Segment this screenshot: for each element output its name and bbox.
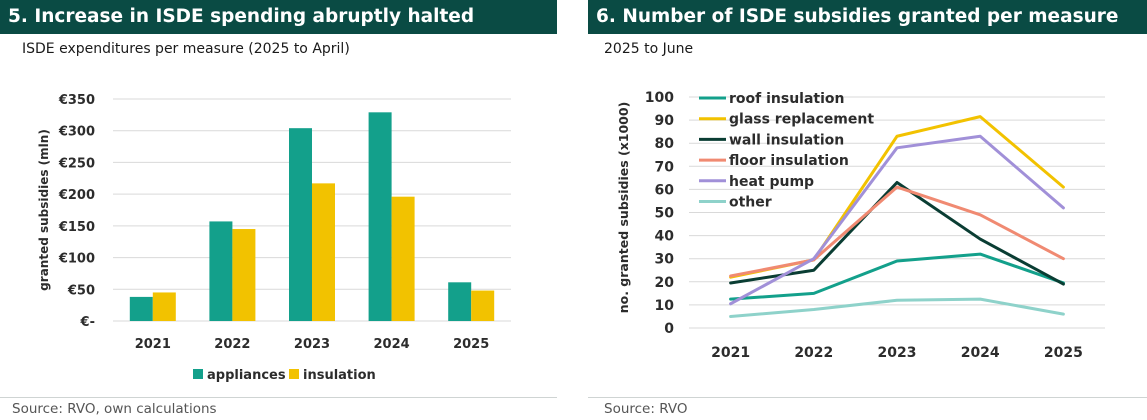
- y-tick-label: €350: [58, 93, 95, 108]
- bar-appliances: [129, 296, 153, 321]
- legend-label-floor-insulation: floor insulation: [729, 153, 849, 169]
- y-tick-label: 20: [655, 275, 675, 291]
- legend-label-glass-replacement: glass replacement: [729, 112, 874, 128]
- legend-label-wall-insulation: wall insulation: [729, 132, 844, 148]
- legend-label-appliances: appliances: [207, 368, 286, 383]
- x-tick-label: 2023: [878, 345, 917, 361]
- line-floor-insulation: [729, 185, 1065, 278]
- bar-appliances: [289, 128, 312, 321]
- y-tick-label: €150: [58, 220, 95, 235]
- y-tick-label: €50: [67, 283, 95, 298]
- subsidies-panel: 6. Number of ISDE subsidies granted per …: [588, 0, 1147, 420]
- y-tick-label: 10: [655, 298, 675, 314]
- line-heat-pump: [729, 134, 1065, 306]
- x-tick-label: 2025: [453, 337, 489, 352]
- bar-appliances: [368, 112, 392, 321]
- source-note: Source: RVO: [604, 401, 688, 417]
- expenditures-panel: 5. Increase in ISDE spending abruptly ha…: [0, 0, 557, 420]
- y-tick-label: €-: [80, 315, 95, 330]
- y-axis-title: granted subsidies (mln): [37, 129, 51, 291]
- y-tick-label: €200: [58, 188, 95, 203]
- x-tick-label: 2022: [794, 345, 833, 361]
- bar-insulation: [232, 229, 256, 321]
- x-tick-label: 2024: [374, 337, 410, 352]
- x-tick-label: 2025: [1044, 345, 1083, 361]
- y-tick-label: 50: [655, 206, 675, 222]
- x-tick-label: 2021: [711, 345, 750, 361]
- legend-swatch-insulation: [289, 369, 299, 379]
- legend-label-other: other: [729, 195, 772, 211]
- bar-insulation: [152, 292, 176, 321]
- x-tick-label: 2021: [135, 337, 171, 352]
- x-tick-label: 2023: [294, 337, 330, 352]
- legend-label-roof-insulation: roof insulation: [729, 91, 845, 107]
- y-tick-label: €250: [58, 156, 95, 171]
- bar-insulation: [312, 183, 335, 321]
- chart-subtitle: ISDE expenditures per measure (2025 to A…: [22, 41, 350, 57]
- footer-divider: [0, 397, 557, 398]
- bar-insulation: [471, 290, 495, 321]
- legend-label-heat-pump: heat pump: [729, 174, 814, 190]
- legend-swatch-appliances: [193, 369, 203, 379]
- y-tick-label: 30: [655, 252, 675, 268]
- bar-insulation: [391, 196, 415, 321]
- x-tick-label: 2024: [961, 345, 1000, 361]
- y-axis-title: no. granted subsidies (x1000): [616, 102, 631, 314]
- legend-label-insulation: insulation: [303, 368, 376, 383]
- y-tick-label: 100: [645, 90, 674, 106]
- y-tick-label: €100: [58, 252, 95, 267]
- line-roof-insulation: [729, 252, 1065, 301]
- x-tick-label: 2022: [214, 337, 250, 352]
- chart-subtitle: 2025 to June: [604, 41, 694, 57]
- bar-chart: €- €50 €100 €150 €200 €250 €300 €350 2021 2022 202…: [37, 93, 511, 383]
- bar-appliances: [448, 282, 472, 321]
- y-tick-label: 40: [655, 229, 675, 245]
- y-tick-label: 0: [664, 321, 674, 337]
- line-other: [729, 297, 1065, 318]
- y-tick-label: €300: [58, 125, 95, 140]
- y-tick-label: 90: [655, 113, 675, 129]
- source-note: Source: RVO, own calculations: [12, 401, 217, 417]
- y-tick-label: 70: [655, 159, 675, 175]
- footer-divider: [588, 397, 1147, 398]
- y-tick-label: 80: [655, 136, 675, 152]
- line-chart: 0 10 20 30 40 50 60 70 80 90 100 2021 2022 2023 2024 20…: [616, 90, 1105, 361]
- chart-title: 5. Increase in ISDE spending abruptly ha…: [0, 0, 557, 34]
- chart-title: 6. Number of ISDE subsidies granted per …: [588, 0, 1147, 34]
- y-tick-label: 60: [655, 182, 675, 198]
- bar-appliances: [209, 221, 233, 321]
